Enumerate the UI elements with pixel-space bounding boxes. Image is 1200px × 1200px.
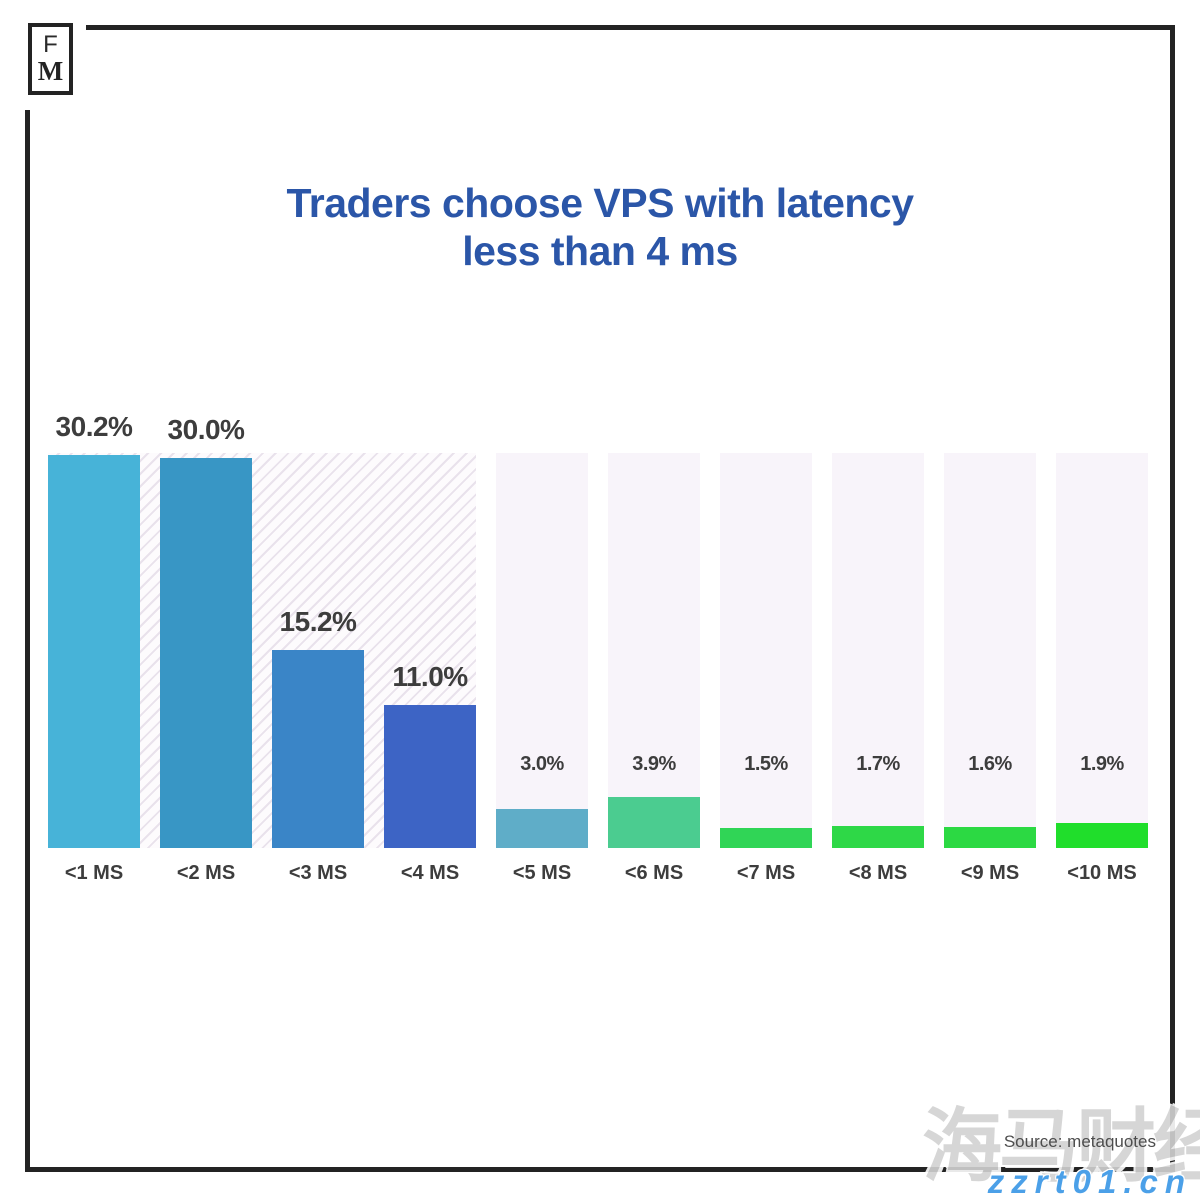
bar-value-label: 3.0% <box>520 753 564 775</box>
bar-value-label: 30.0% <box>167 414 245 445</box>
watermark-url: zzrt01.cn <box>987 1163 1192 1200</box>
chart-column: 11.0% <4 MS <box>384 453 476 884</box>
category-label: <7 MS <box>736 862 796 884</box>
column-background <box>720 453 812 848</box>
column-background <box>832 453 924 848</box>
category-label: <6 MS <box>624 862 684 884</box>
category-label: <4 MS <box>400 862 460 884</box>
fm-logo: F M <box>28 23 73 95</box>
category-label: <8 MS <box>848 862 908 884</box>
bar-value-label: 1.7% <box>856 753 900 775</box>
category-label: <9 MS <box>960 862 1020 884</box>
bar <box>1056 823 1148 848</box>
column-background <box>496 453 588 848</box>
bar-value-label: 15.2% <box>279 606 357 637</box>
chart-column: 1.9% <10 MS <box>1056 453 1148 884</box>
bar-chart: 30.2% <1 MS 30.0% <2 MS 15.2% <3 MS 11.0% <4 MS… <box>48 411 1152 884</box>
chart-column: 1.6% <9 MS <box>944 453 1036 884</box>
chart-column: 1.7% <8 MS <box>832 453 924 884</box>
chart-column: 30.0% <2 MS <box>160 414 252 884</box>
source-attribution: Source: metaquotes <box>1003 1132 1156 1151</box>
bar <box>832 826 924 848</box>
bar <box>720 828 812 848</box>
bar-value-label: 1.5% <box>744 753 788 775</box>
bar-value-label: 11.0% <box>392 661 468 692</box>
category-label: <10 MS <box>1067 862 1137 884</box>
chart-column: 15.2% <3 MS <box>272 453 364 884</box>
column-background <box>1056 453 1148 848</box>
chart-column: 3.9% <6 MS <box>608 453 700 884</box>
chart-title-line2: less than 4 ms <box>462 227 738 274</box>
column-background <box>944 453 1036 848</box>
bar <box>272 650 364 848</box>
bar-value-label: 3.9% <box>632 753 676 775</box>
chart-column: 30.2% <1 MS <box>48 411 140 884</box>
category-label: <1 MS <box>64 862 124 884</box>
bar-value-label: 30.2% <box>55 411 133 442</box>
bar <box>608 797 700 848</box>
bar <box>944 827 1036 848</box>
column-background <box>608 453 700 848</box>
chart-column: 1.5% <7 MS <box>720 453 812 884</box>
bar <box>48 455 140 848</box>
category-label: <3 MS <box>288 862 348 884</box>
chart-title-line1: Traders choose VPS with latency <box>286 180 914 226</box>
logo-letter-f: F <box>43 31 58 58</box>
bar <box>384 705 476 848</box>
watermark-brand: 海马财经 <box>922 1102 1200 1191</box>
frame-border <box>25 25 1175 1172</box>
bar <box>160 458 252 848</box>
bar <box>496 809 588 848</box>
bar-value-label: 1.6% <box>968 753 1012 775</box>
category-label: <5 MS <box>512 862 572 884</box>
logo-letter-m: M <box>37 56 64 86</box>
chart-column: 3.0% <5 MS <box>496 453 588 884</box>
chart-title: Traders choose VPS with latency less tha… <box>0 180 1200 276</box>
category-label: <2 MS <box>176 862 236 884</box>
bar-value-label: 1.9% <box>1080 753 1124 775</box>
